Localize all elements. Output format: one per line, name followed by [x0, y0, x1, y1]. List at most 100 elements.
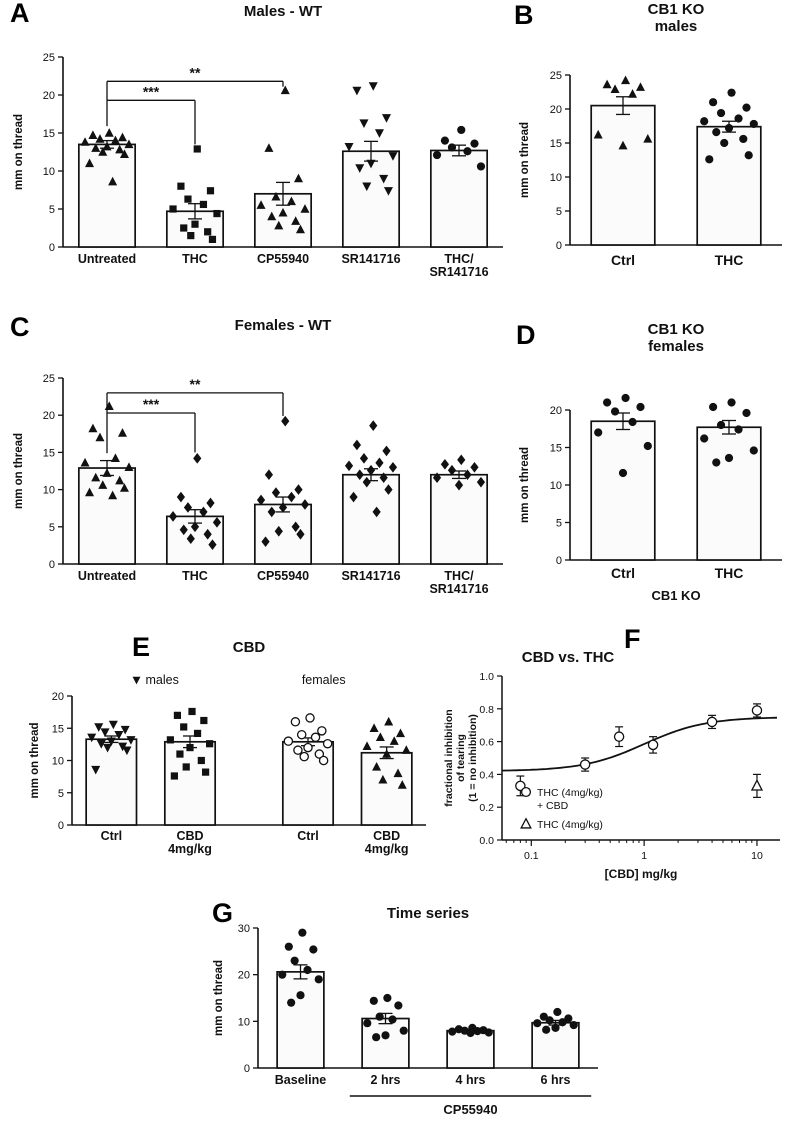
marker-circle	[309, 945, 318, 954]
marker-circle	[533, 1019, 542, 1028]
marker-triangle-up	[124, 139, 134, 149]
marker-triangle-open	[750, 778, 764, 791]
bar-2	[163, 740, 217, 826]
x-category-label: SR141716	[429, 265, 488, 279]
marker-triangle-down	[352, 86, 362, 96]
marker-diamond	[206, 497, 215, 509]
marker-square	[166, 736, 174, 744]
marker-triangle-up	[102, 468, 112, 477]
y-tick-label: 20	[550, 405, 562, 417]
x-category-label: SR141716	[341, 252, 400, 266]
marker-triangle-down	[87, 733, 97, 743]
marker-diamond	[208, 539, 217, 550]
y-tick-label: 0.4	[479, 769, 494, 781]
bar-1	[77, 467, 137, 565]
marker-triangle-down	[120, 725, 130, 735]
y-tick-label: 25	[550, 70, 562, 82]
marker-circle	[727, 88, 736, 97]
marker-circle	[296, 991, 305, 1000]
y-axis-label: mm on thread	[13, 114, 25, 190]
marker-triangle-up	[267, 211, 277, 221]
y-axis-label: mm on thread	[29, 722, 41, 798]
panel-title: CBD	[233, 639, 266, 656]
x-category-label: THC	[715, 565, 744, 581]
panel-title: females	[648, 338, 704, 355]
marker-circle	[375, 1012, 384, 1021]
marker-triangle-up	[95, 134, 105, 143]
marker-circle-open	[322, 738, 333, 749]
marker-circle	[636, 402, 645, 412]
marker-triangle-up	[91, 143, 101, 152]
marker-triangle-up	[104, 128, 114, 137]
bar-2	[361, 1017, 410, 1069]
x-category-label: 6 hrs	[541, 1073, 571, 1087]
bar-1	[590, 104, 656, 246]
marker-circle	[594, 428, 603, 437]
marker-triangle-up	[286, 196, 296, 206]
x-group-label: CB1 KO	[651, 588, 700, 603]
marker-triangle-down	[359, 119, 369, 129]
marker-triangle-down	[94, 723, 104, 732]
marker-circle-open	[515, 780, 526, 792]
y-tick-label: 15	[550, 138, 562, 150]
marker-circle	[369, 996, 378, 1005]
x-category-label: THC	[182, 252, 208, 266]
marker-circle	[700, 117, 709, 126]
marker-circle	[447, 143, 457, 152]
y-tick-label: 15	[43, 447, 55, 459]
x-tick-label: 0.1	[524, 850, 539, 862]
marker-circle	[553, 1007, 562, 1017]
marker-triangle-up	[115, 144, 125, 154]
marker-circle	[473, 1027, 482, 1036]
marker-triangle-up	[256, 200, 266, 209]
marker-diamond	[379, 472, 388, 484]
marker-diamond	[463, 469, 472, 481]
marker-circle	[388, 1015, 397, 1024]
y-axis-label: mm on thread	[213, 960, 225, 1036]
marker-triangle-down	[366, 159, 376, 169]
marker-circle	[463, 147, 472, 156]
panel-e-cbd: E CBD mm on thread 0 5 10 15 20 Ctrl CBD 4mg/kg Ct…	[18, 628, 438, 880]
marker-triangle-up	[119, 149, 129, 158]
marker-circle	[539, 1012, 548, 1021]
panel-title: CB1 KO	[648, 1, 705, 18]
chart-cbd-vs-thc: CBD vs. THC fractional inhibition of teari…	[443, 649, 780, 881]
y-tick-label: 0.8	[479, 704, 494, 716]
marker-triangle-down	[381, 114, 391, 123]
marker-circle	[603, 398, 612, 407]
marker-triangle-up	[98, 480, 108, 489]
x-category-label: CP55940	[257, 252, 309, 266]
marker-triangle-up	[593, 129, 603, 139]
marker-circle	[712, 128, 721, 137]
bar-3	[253, 192, 313, 248]
marker-triangle-open	[520, 817, 532, 829]
marker-circle-open	[579, 759, 591, 770]
marker-diamond	[355, 469, 364, 481]
marker-diamond	[349, 491, 358, 503]
marker-circle	[716, 108, 726, 118]
marker-circle	[363, 1019, 372, 1028]
marker-triangle-up	[369, 723, 379, 732]
y-tick-label: 25	[43, 373, 55, 385]
marker-circle	[742, 103, 751, 112]
marker-circle	[720, 138, 729, 148]
legend-label: + CBD	[537, 800, 569, 812]
marker-diamond	[287, 491, 296, 503]
marker-circle	[558, 1018, 567, 1027]
marker-triangle-down	[374, 129, 384, 138]
marker-diamond	[212, 517, 222, 528]
fit-curve	[501, 716, 778, 772]
marker-triangle-up	[635, 82, 645, 91]
x-group-label: CP55940	[443, 1102, 497, 1117]
marker-circle	[278, 970, 287, 979]
marker-triangle-up	[643, 134, 653, 143]
x-category-label: SR141716	[341, 569, 400, 583]
y-tick-label: 5	[49, 522, 55, 534]
marker-circle	[448, 1027, 457, 1036]
y-tick-label: 20	[550, 104, 562, 116]
bar-4	[360, 751, 413, 826]
marker-triangle-down	[122, 746, 132, 756]
marker-triangle-up	[291, 216, 301, 225]
y-tick-label: 25	[43, 52, 55, 64]
